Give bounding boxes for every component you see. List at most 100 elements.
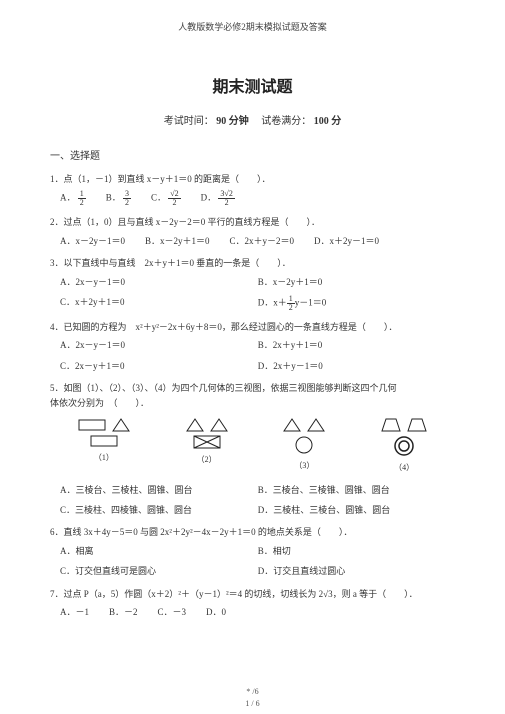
- figure-group: （1） （2） （3）: [50, 418, 455, 475]
- triangle-icon: [283, 418, 301, 432]
- q7-opt-d: D．0: [206, 605, 226, 619]
- q6-opt-d: D．订交且直线过圆心: [258, 564, 436, 578]
- q1-opt-b: B． 32: [106, 190, 131, 207]
- question-7: 7．过点 P（a，5）作圆（x＋2）²＋（y－1）²＝4 的切线，切线长为 2√…: [50, 587, 455, 620]
- q5-opt-a: A．三棱台、三棱柱、圆锥、圆台: [60, 483, 238, 497]
- q1-opt-a: A． 12: [60, 190, 86, 207]
- q5-stem: 5．如图（1）、（2）、（3）、（4）为四个几何体的三视图，依据三视图能够判断这…: [50, 381, 455, 395]
- time-value: 90 分钟: [216, 116, 249, 127]
- label: B．: [106, 193, 121, 203]
- den: 2: [168, 199, 180, 207]
- q6-stem: 6．直线 3x＋4y－5＝0 与圆 2x²＋2y²－4x－2y＋1＝0 的地点关…: [50, 525, 455, 539]
- triangle-icon: [210, 418, 228, 432]
- page-title: 期末测试题: [50, 73, 455, 97]
- fig-4: （4）: [381, 418, 427, 475]
- q2-opt-b: B．x－2y＋1＝0: [145, 234, 210, 248]
- q4-opt-b: B．2x＋y＋1＝0: [258, 338, 436, 352]
- rect-icon: [78, 419, 106, 431]
- post: y－1＝0: [295, 298, 327, 308]
- question-5: 5．如图（1）、（2）、（3）、（4）为四个几何体的三视图，依据三视图能够判断这…: [50, 381, 455, 517]
- q1-opt-d: D． 3√22: [201, 190, 235, 207]
- score-value: 100 分: [314, 116, 342, 127]
- time-label: 考试时间：: [164, 116, 214, 127]
- double-circle-icon: [393, 435, 415, 457]
- q3-stem: 3．以下直线中与直线 2x＋y＋1＝0 垂直的一条是（ ）．: [50, 256, 455, 270]
- footer-text: * /6: [0, 687, 505, 696]
- label: C．: [151, 193, 166, 203]
- doc-header: 人教版数学必修2期末模拟试题及答案: [50, 20, 455, 33]
- q7-opt-a: A．－1: [60, 605, 89, 619]
- frac: 3√22: [218, 190, 234, 207]
- frac: √22: [168, 190, 180, 207]
- question-6: 6．直线 3x＋4y－5＝0 与圆 2x²＋2y²－4x－2y＋1＝0 的地点关…: [50, 525, 455, 578]
- q4-opt-c: C．2x－y＋1＝0: [60, 359, 238, 373]
- q5-opt-c: C．三棱柱、四棱锥、圆锥、圆台: [60, 503, 238, 517]
- q2-options: A．x－2y－1＝0 B．x－2y＋1＝0 C．2x＋y－2＝0 D．x＋2y－…: [60, 234, 455, 248]
- fig-2: （2）: [186, 418, 228, 475]
- frac: 12: [78, 190, 86, 207]
- fig-label: （4）: [394, 462, 414, 475]
- q3-opt-c: C．x＋2y＋1＝0: [60, 295, 238, 312]
- label: D．: [201, 193, 217, 203]
- q4-opt-a: A．2x－y－1＝0: [60, 338, 238, 352]
- label: A．: [60, 193, 76, 203]
- q2-opt-d: D．x＋2y－1＝0: [314, 234, 379, 248]
- rect-icon: [90, 435, 118, 447]
- q3-options: A．2x－y－1＝0 B．x－2y＋1＝0 C．x＋2y＋1＝0 D．x＋12y…: [60, 275, 455, 312]
- fig-3: （3）: [283, 418, 325, 475]
- q3-opt-a: A．2x－y－1＝0: [60, 275, 238, 289]
- trapezoid-icon: [407, 418, 427, 432]
- stem-b: ，则 a 等于（ ）．: [333, 589, 418, 599]
- den: 2: [78, 199, 86, 207]
- pre: D．x＋: [258, 298, 287, 308]
- sqrt: √3: [323, 589, 332, 599]
- q5-stem2: 体依次分别为 （ ）．: [50, 396, 455, 410]
- q6-opt-b: B．相切: [258, 544, 436, 558]
- fig-label: （2）: [197, 454, 217, 467]
- frac: 12: [287, 295, 295, 312]
- q4-options: A．2x－y－1＝0 B．2x＋y＋1＝0 C．2x－y＋1＝0 D．2x＋y－…: [60, 338, 455, 373]
- q5-opt-d: D．三棱柱、三棱台、圆锥、圆台: [258, 503, 436, 517]
- q6-opt-a: A．相离: [60, 544, 238, 558]
- q5-opt-b: B．三棱台、三棱锥、圆锥、圆台: [258, 483, 436, 497]
- fig-label: （1）: [94, 452, 114, 465]
- q2-stem: 2．过点（1，0）且与直线 x－2y－2＝0 平行的直线方程是（ ）．: [50, 215, 455, 229]
- fig-label: （3）: [294, 460, 314, 473]
- frac: 32: [123, 190, 131, 207]
- q1-opt-c: C． √22: [151, 190, 181, 207]
- page-number: 1 / 6: [0, 699, 505, 708]
- question-1: 1．点（1，－1）到直线 x－y＋1＝0 的距离是（ ）． A． 12 B． 3…: [50, 172, 455, 207]
- triangle-icon: [186, 418, 204, 432]
- trapezoid-icon: [381, 418, 401, 432]
- den: 2: [287, 304, 295, 312]
- question-4: 4．已知圆的方程为 x²＋y²－2x＋6y＋8＝0，那么经过圆心的一条直线方程是…: [50, 320, 455, 373]
- question-2: 2．过点（1，0）且与直线 x－2y－2＝0 平行的直线方程是（ ）． A．x－…: [50, 215, 455, 248]
- triangle-icon: [112, 418, 130, 432]
- q6-options: A．相离 B．相切 C．订交但直线可是圆心 D．订交且直线过圆心: [60, 544, 455, 579]
- stem-a: 7．过点 P（a，5）作圆（x＋2）²＋（y－1）²＝4 的切线，切线长为 2: [50, 589, 323, 599]
- den: 2: [123, 199, 131, 207]
- circle-icon: [294, 435, 314, 455]
- q7-opt-b: B．－2: [109, 605, 138, 619]
- fig-1: （1）: [78, 418, 130, 475]
- question-3: 3．以下直线中与直线 2x＋y＋1＝0 垂直的一条是（ ）． A．2x－y－1＝…: [50, 256, 455, 312]
- q7-stem: 7．过点 P（a，5）作圆（x＋2）²＋（y－1）²＝4 的切线，切线长为 2√…: [50, 587, 455, 601]
- den: 2: [218, 199, 234, 207]
- q3-opt-d: D．x＋12y－1＝0: [258, 295, 436, 312]
- rect-x-icon: [193, 435, 221, 449]
- q2-opt-a: A．x－2y－1＝0: [60, 234, 125, 248]
- q7-opt-c: C．－3: [158, 605, 187, 619]
- triangle-icon: [307, 418, 325, 432]
- q1-stem: 1．点（1，－1）到直线 x－y＋1＝0 的距离是（ ）．: [50, 172, 455, 186]
- q2-opt-c: C．2x＋y－2＝0: [230, 234, 295, 248]
- q3-opt-b: B．x－2y＋1＝0: [258, 275, 436, 289]
- q5-options: A．三棱台、三棱柱、圆锥、圆台 B．三棱台、三棱锥、圆锥、圆台 C．三棱柱、四棱…: [60, 483, 455, 518]
- section-heading: 一、选择题: [50, 147, 455, 162]
- q6-opt-c: C．订交但直线可是圆心: [60, 564, 238, 578]
- q4-stem: 4．已知圆的方程为 x²＋y²－2x＋6y＋8＝0，那么经过圆心的一条直线方程是…: [50, 320, 455, 334]
- q1-options: A． 12 B． 32 C． √22 D． 3√22: [60, 190, 455, 207]
- q4-opt-d: D．2x＋y－1＝0: [258, 359, 436, 373]
- q7-options: A．－1 B．－2 C．－3 D．0: [60, 605, 455, 619]
- score-label: 试卷满分：: [261, 116, 311, 127]
- exam-info: 考试时间： 90 分钟 试卷满分： 100 分: [50, 112, 455, 127]
